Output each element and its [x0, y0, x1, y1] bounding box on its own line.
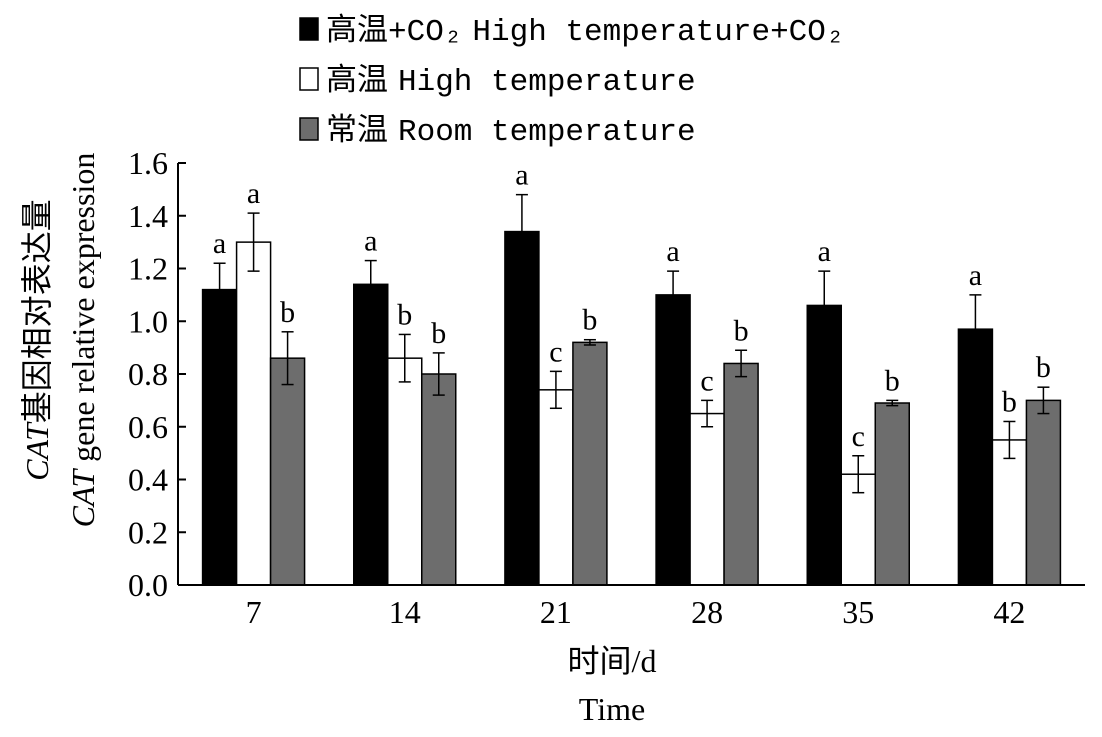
bar: [421, 373, 457, 586]
bar: [504, 230, 540, 586]
legend: 高温+CO₂ High temperature+CO₂ 高温 High tempera…: [299, 13, 844, 150]
x-tick-label: 28: [691, 594, 723, 630]
bar: [235, 241, 272, 586]
y-axis: 0.0 0.2 0.4 0.6 0.8 1.0 1.2 1.4 1.6: [128, 145, 186, 603]
significance-label: b: [885, 364, 900, 397]
x-axis-label-en: Time: [579, 691, 645, 727]
y-tick-label: 0.2: [128, 514, 168, 550]
legend-entry: 高温+CO₂ High temperature+CO₂: [326, 13, 844, 50]
significance-label: b: [1002, 385, 1017, 418]
bar: [538, 389, 574, 586]
bar: [723, 362, 759, 586]
x-tick-label: 35: [842, 594, 874, 630]
legend-label-en: High temperature+CO₂: [472, 15, 844, 50]
y-tick-label: 1.0: [128, 303, 168, 339]
bar: [991, 439, 1028, 586]
significance-label: c: [700, 364, 713, 397]
bar: [387, 357, 423, 586]
bar: [269, 357, 306, 586]
significance-label: b: [582, 304, 597, 337]
legend-label-en: Room temperature: [398, 115, 696, 150]
significance-label: a: [213, 227, 226, 260]
y-axis-label-en-rest: gene relative expression: [65, 153, 101, 470]
significance-label: b: [280, 296, 295, 329]
bar: [957, 328, 994, 586]
significance-label: b: [1036, 351, 1051, 384]
bar: [689, 412, 725, 586]
significance-label: b: [734, 314, 749, 347]
y-tick-label: 1.6: [128, 145, 168, 181]
bar: [655, 294, 691, 586]
y-tick-label: 0.0: [128, 567, 168, 603]
y-axis-label-en-italic: CAT: [65, 468, 101, 528]
legend-label-cn: 高温+CO₂: [326, 13, 462, 50]
bar: [806, 304, 842, 586]
legend-label-cn: 常温: [326, 114, 388, 150]
legend-label-en: High temperature: [398, 65, 696, 100]
significance-label: c: [549, 335, 562, 368]
bar: [572, 341, 608, 586]
bar: [874, 402, 910, 586]
significance-label: a: [666, 235, 679, 268]
significance-label: b: [431, 317, 446, 350]
significance-label: a: [364, 225, 377, 258]
significance-label: c: [852, 420, 865, 453]
y-tick-label: 0.4: [128, 462, 168, 498]
legend-entry: 常温 Room temperature: [326, 114, 696, 150]
bar: [353, 283, 389, 586]
significance-label: a: [969, 259, 982, 292]
y-tick-label: 1.2: [128, 251, 168, 287]
y-axis-label-en: CAT gene relative expression: [65, 153, 101, 528]
significance-label: a: [247, 177, 260, 210]
y-axis-label-cn-italic: CAT: [19, 421, 55, 481]
bar: [1025, 399, 1062, 586]
legend-swatch: [299, 17, 319, 41]
y-tick-label: 0.8: [128, 356, 168, 392]
y-axis-label-cn: CAT基因相对表达量: [19, 199, 55, 481]
legend-swatch: [299, 67, 319, 91]
x-tick-label: 14: [389, 594, 421, 630]
significance-label: a: [515, 159, 528, 192]
x-axis-label-cn: 时间/d: [568, 643, 657, 679]
legend-swatch: [299, 117, 319, 141]
y-tick-label: 1.4: [128, 198, 168, 234]
significance-label: b: [397, 298, 412, 331]
x-tick-label: 7: [246, 594, 262, 630]
x-axis: 7 14 21 28 35 42: [178, 584, 1085, 630]
y-axis-label-cn-rest: 基因相对表达量: [19, 199, 55, 423]
legend-label-cn: 高温: [326, 63, 388, 100]
bar: [201, 288, 238, 586]
significance-label: a: [818, 235, 831, 268]
x-tick-label: 21: [540, 594, 572, 630]
x-tick-label: 42: [993, 594, 1025, 630]
legend-entry: 高温 High temperature: [326, 63, 696, 100]
bar: [840, 473, 876, 586]
y-tick-label: 0.6: [128, 409, 168, 445]
